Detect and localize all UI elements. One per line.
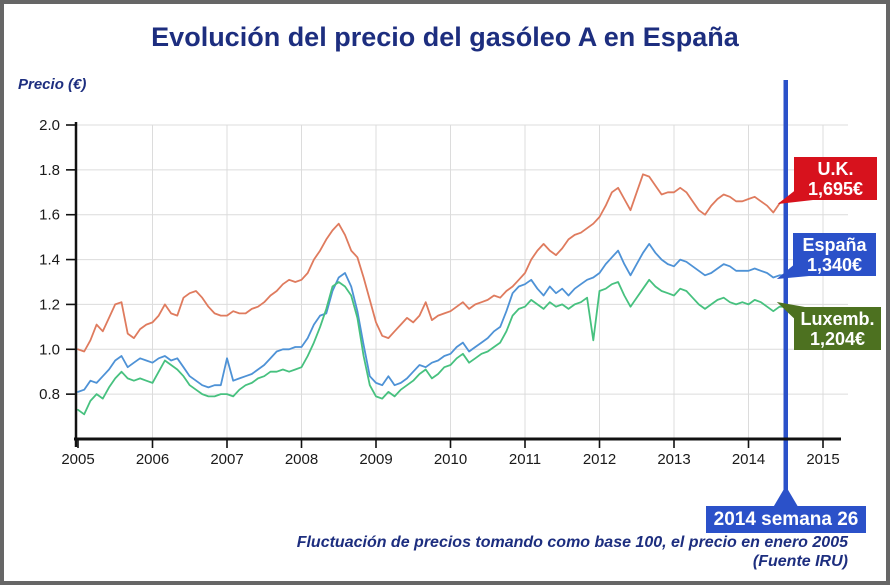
x-tick-label: 2005 <box>61 451 94 468</box>
callout-luxemburgo-value: 1,204€ <box>809 329 866 349</box>
x-tick-label: 2011 <box>509 451 541 468</box>
series-line-U.K. <box>77 173 787 353</box>
callout-uk-name: U.K. <box>817 159 854 179</box>
y-axis-title: Precio (€) <box>18 76 87 93</box>
series-line-España <box>77 242 787 393</box>
chart-title: Evolución del precio del gasóleo A en Es… <box>151 22 739 52</box>
footnote-line2: (Fuente IRU) <box>752 553 848 570</box>
x-tick-label: 2007 <box>210 451 243 468</box>
callout-espana-name: España <box>802 235 867 255</box>
callout-espana: España 1,340€ <box>793 233 876 276</box>
marker-week-badge: 2014 semana 26 <box>706 506 866 533</box>
callout-luxemburgo-name: Luxemb. <box>800 309 875 329</box>
y-tick-label: 1.8 <box>39 162 60 179</box>
y-tick-label: 2.0 <box>39 117 60 134</box>
x-tick-label: 2006 <box>136 451 169 468</box>
x-tick-label: 2010 <box>434 451 467 468</box>
y-tick-label: 1.6 <box>39 207 60 224</box>
y-tick-label: 0.8 <box>39 386 60 403</box>
x-tick-label: 2012 <box>583 451 616 468</box>
week-marker-pointer <box>772 486 799 508</box>
y-tick-label: 1.0 <box>39 341 60 358</box>
callout-uk: U.K. 1,695€ <box>794 157 877 200</box>
y-tick-label: 1.4 <box>39 252 60 269</box>
footnote-line1: Fluctuación de precios tomando como base… <box>296 534 848 551</box>
x-tick-label: 2014 <box>732 451 765 468</box>
callout-espana-value: 1,340€ <box>806 255 863 275</box>
footnote: Fluctuación de precios tomando como base… <box>297 533 848 571</box>
x-tick-label: 2013 <box>657 451 690 468</box>
x-tick-label: 2009 <box>359 451 392 468</box>
x-tick-label: 2008 <box>285 451 318 468</box>
callout-uk-value: 1,695€ <box>807 179 864 199</box>
callout-luxemburgo: Luxemb. 1,204€ <box>794 307 881 350</box>
series-line-Luxemb. <box>77 278 787 416</box>
x-tick-label: 2015 <box>806 451 839 468</box>
y-tick-label: 1.2 <box>39 296 60 313</box>
